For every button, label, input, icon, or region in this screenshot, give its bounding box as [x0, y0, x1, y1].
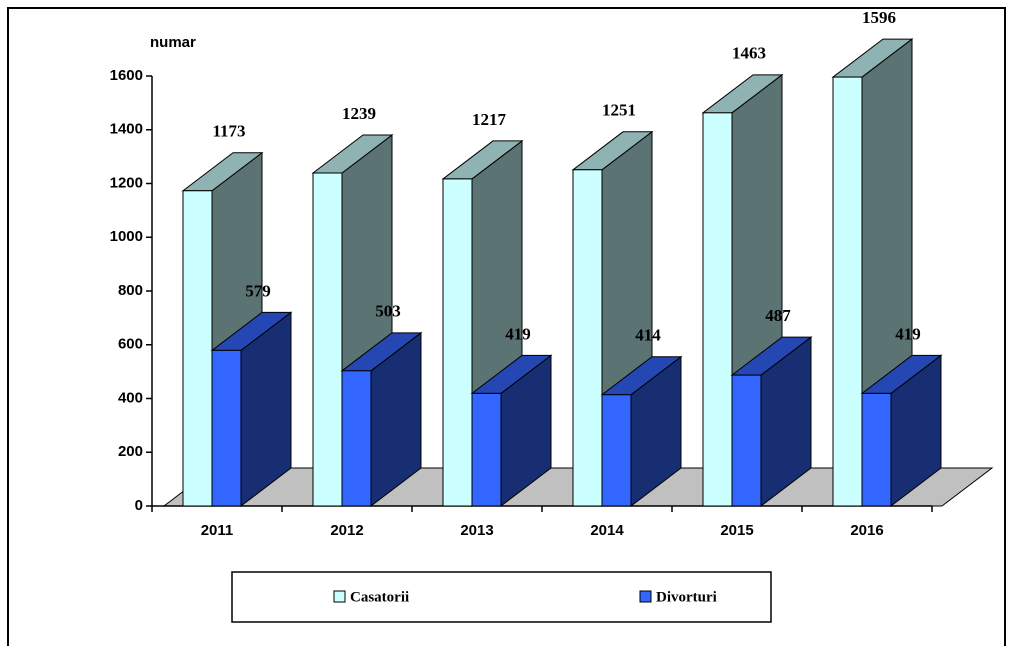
- legend-swatch: [333, 590, 346, 603]
- y-tick-label: 1000: [110, 228, 143, 245]
- legend-label: Casatorii: [350, 589, 409, 605]
- bar: [731, 374, 762, 507]
- y-tick-label: 1200: [110, 174, 143, 191]
- y-tick-label: 1600: [110, 67, 143, 84]
- y-tick-label: 400: [118, 389, 143, 406]
- bar: [471, 392, 502, 507]
- x-tick-label: 2015: [720, 522, 753, 539]
- value-label: 419: [505, 324, 531, 343]
- x-tick-label: 2012: [330, 522, 363, 539]
- value-label: 579: [245, 281, 271, 300]
- value-label: 1217: [472, 110, 507, 129]
- x-tick-label: 2013: [460, 522, 493, 539]
- value-label: 1463: [732, 44, 766, 63]
- bar: [572, 169, 603, 507]
- bar: [442, 178, 473, 507]
- legend-box: [231, 571, 772, 623]
- frame: [7, 7, 1006, 651]
- y-tick-label: 1400: [110, 121, 143, 138]
- value-label: 1596: [862, 8, 896, 27]
- value-label: 1251: [602, 101, 636, 120]
- bar: [832, 76, 863, 507]
- y-tick-label: 800: [118, 282, 143, 299]
- value-label: 1173: [212, 122, 245, 141]
- value-label: 503: [375, 302, 401, 321]
- x-tick-label: 2016: [850, 522, 883, 539]
- bar: [312, 172, 343, 507]
- bar: [211, 349, 242, 507]
- value-label: 419: [895, 324, 921, 343]
- value-label: 1239: [342, 104, 376, 123]
- bar: [182, 190, 213, 507]
- legend-label: Divorturi: [656, 589, 717, 605]
- y-tick-label: 600: [118, 336, 143, 353]
- value-label: 414: [635, 326, 661, 345]
- x-tick-label: 2011: [201, 522, 234, 539]
- bar: [861, 392, 892, 507]
- y-tick-label: 200: [118, 443, 143, 460]
- y-axis-label: numar: [150, 34, 196, 51]
- legend-swatch: [639, 590, 652, 603]
- bar: [601, 394, 632, 507]
- bar: [702, 112, 733, 507]
- value-label: 487: [765, 306, 791, 325]
- bar: [341, 370, 372, 507]
- y-tick-label: 0: [135, 497, 143, 514]
- x-tick-label: 2014: [590, 522, 624, 539]
